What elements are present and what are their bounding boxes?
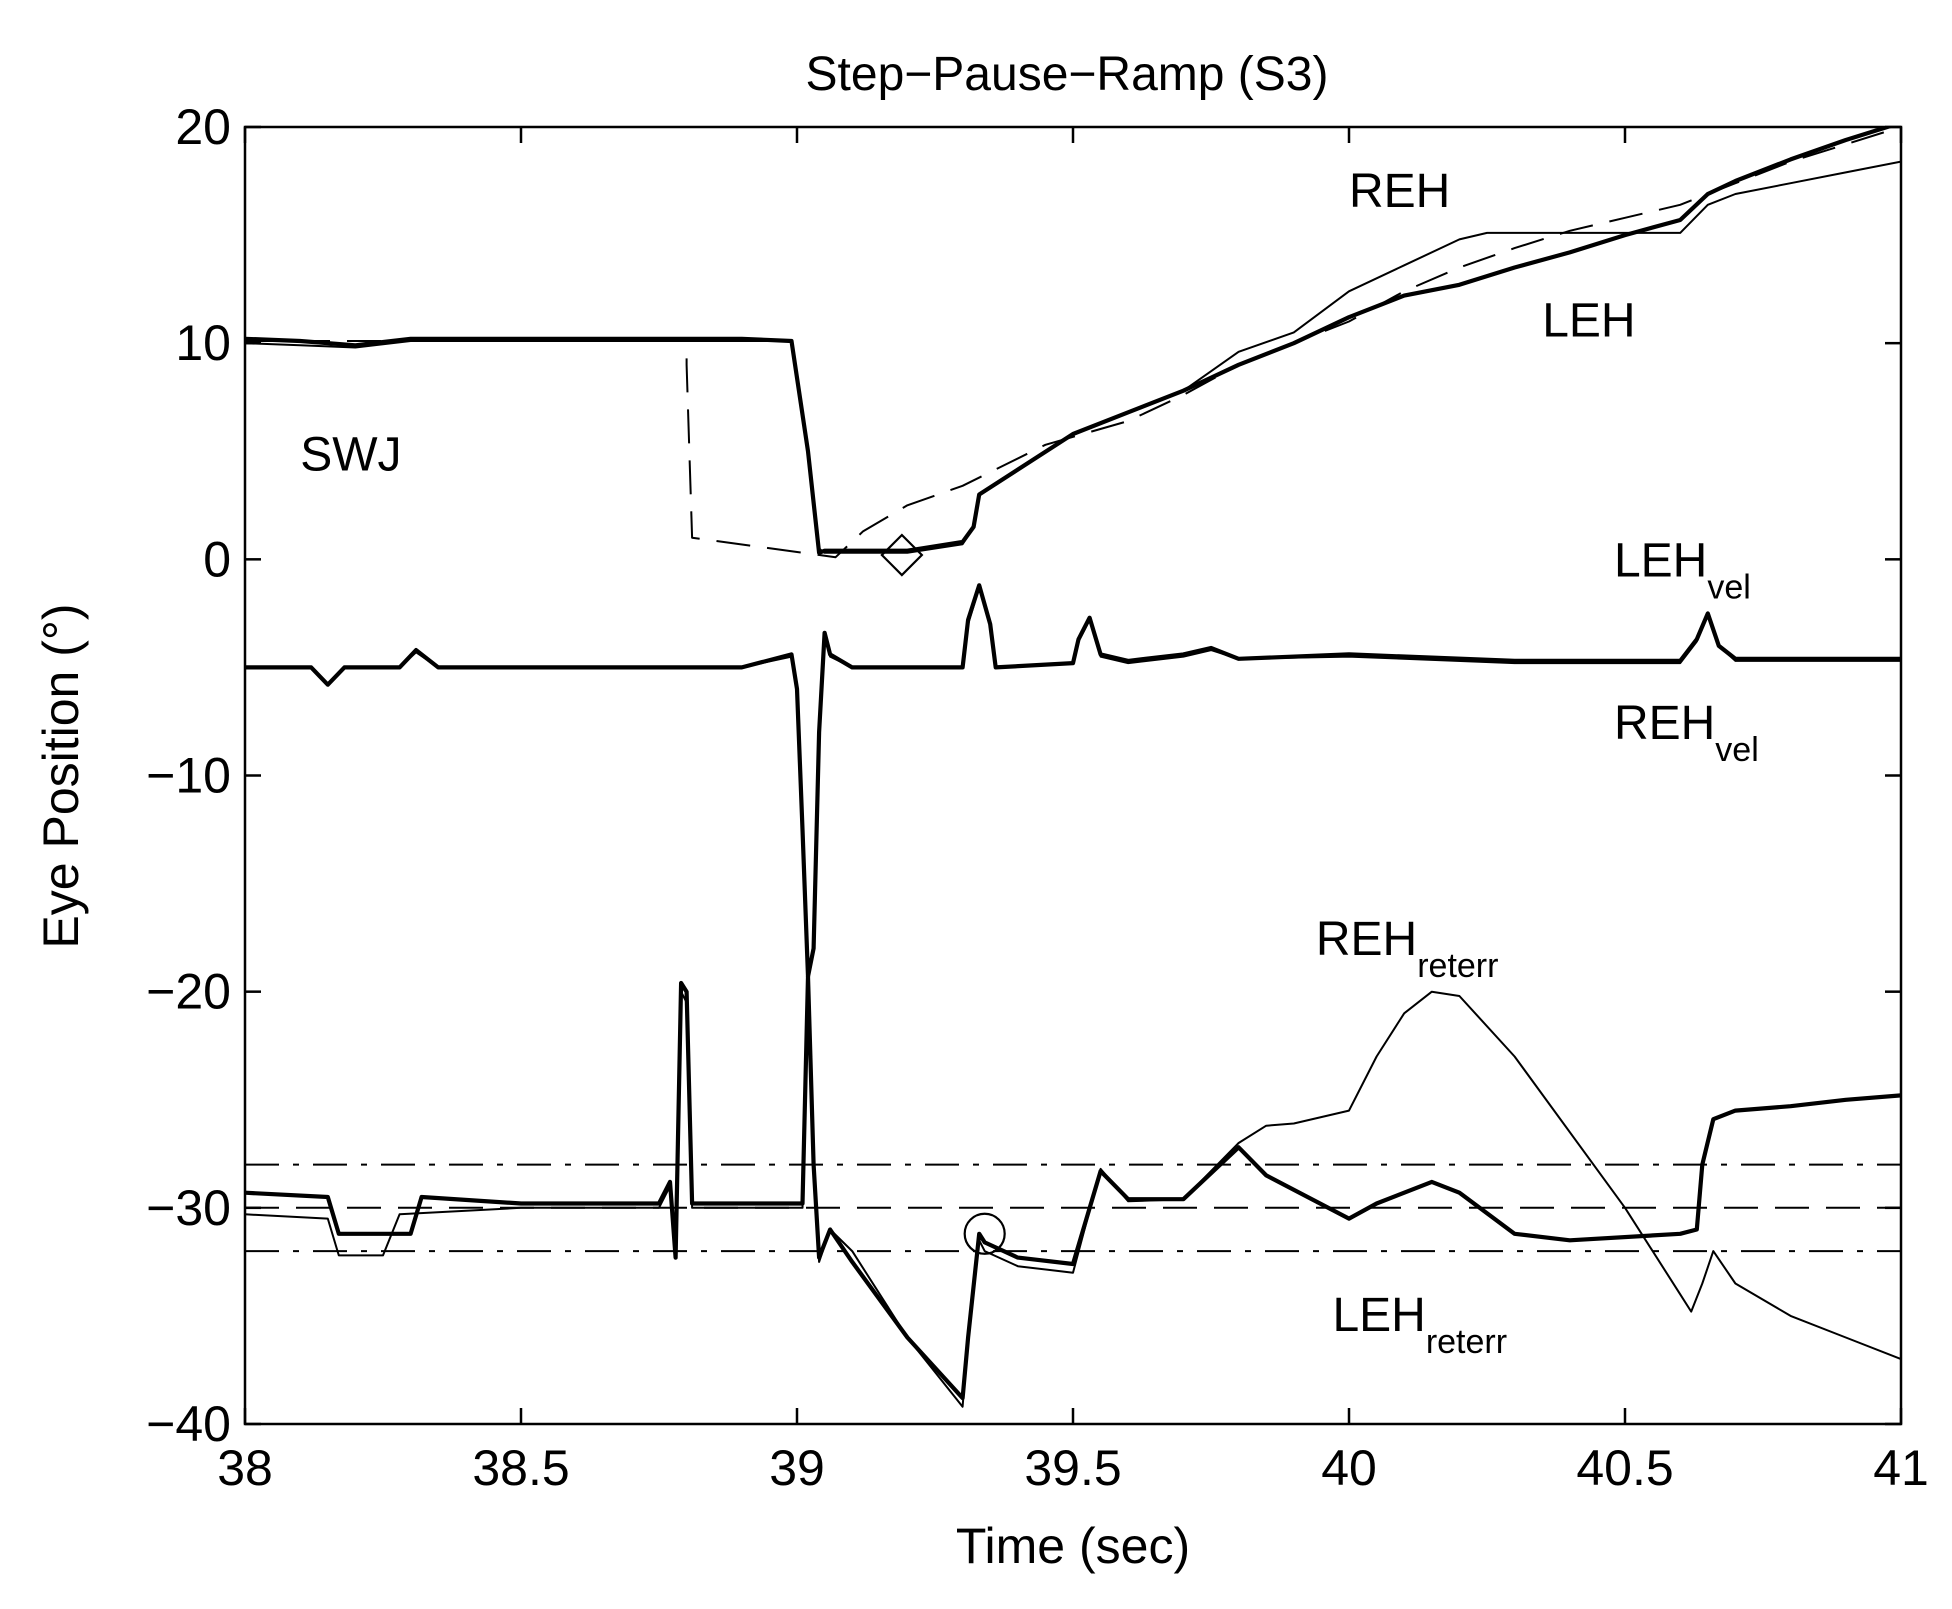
series-line-velocity-4: [245, 583, 1901, 979]
chart-title: Step−Pause−Ramp (S3): [806, 48, 1329, 101]
annotation-main-text: LEH: [1332, 1289, 1425, 1342]
annotation-main-text: LEH: [1614, 535, 1707, 588]
marker-layer: [880, 533, 1006, 1255]
x-tick-label: 39: [769, 1440, 825, 1496]
annotation-label: REHreterr: [1316, 913, 1499, 985]
y-tick-label: −20: [146, 964, 231, 1020]
annotation-label: REH: [1349, 165, 1450, 218]
series-line-target-0: [245, 127, 1901, 559]
y-tick-label: 10: [175, 315, 231, 371]
annotation-subscript: reterr: [1426, 1323, 1507, 1361]
annotation-label: SWJ: [300, 429, 401, 482]
ticks-layer: 38 38.5 39 39.5 40 40.5 41 20 10 0 −10 −20 −30 −40: [146, 99, 1929, 1496]
annotation-main-text: LEH: [1542, 295, 1635, 348]
annotation-label: REHvel: [1614, 697, 1759, 769]
series-line-position-2: [245, 127, 1895, 555]
y-tick-label: −10: [146, 748, 231, 804]
x-tick-label: 40.5: [1576, 1440, 1673, 1496]
y-tick-label: 0: [203, 531, 231, 587]
marker-diamond: [880, 533, 924, 577]
x-tick-label: 40: [1321, 1440, 1377, 1496]
x-axis-title: Time (sec): [956, 1518, 1190, 1574]
annotation-label: LEH: [1542, 295, 1635, 348]
marker-circle: [963, 1212, 1006, 1255]
annotation-subscript: reterr: [1417, 947, 1498, 985]
y-tick-label: −40: [146, 1396, 231, 1452]
series-layer: [245, 127, 1901, 1408]
annotation-subscript: vel: [1715, 731, 1758, 769]
x-tick-label: 38.5: [472, 1440, 569, 1496]
annotation-main-text: SWJ: [300, 429, 401, 482]
annotation-label: LEHreterr: [1332, 1289, 1507, 1361]
x-tick-label: 38: [217, 1440, 273, 1496]
y-tick-label: −30: [146, 1180, 231, 1236]
x-tick-label: 39.5: [1024, 1440, 1121, 1496]
annotation-main-text: REH: [1614, 697, 1715, 750]
annotation-subscript: vel: [1707, 569, 1750, 607]
annotation-main-text: REH: [1316, 913, 1417, 966]
y-axis-title: Eye Position (°): [33, 603, 89, 948]
annotation-main-text: REH: [1349, 165, 1450, 218]
y-tick-label: 20: [175, 99, 231, 155]
annotation-label: LEHvel: [1614, 535, 1751, 607]
x-tick-label: 41: [1873, 1440, 1929, 1496]
